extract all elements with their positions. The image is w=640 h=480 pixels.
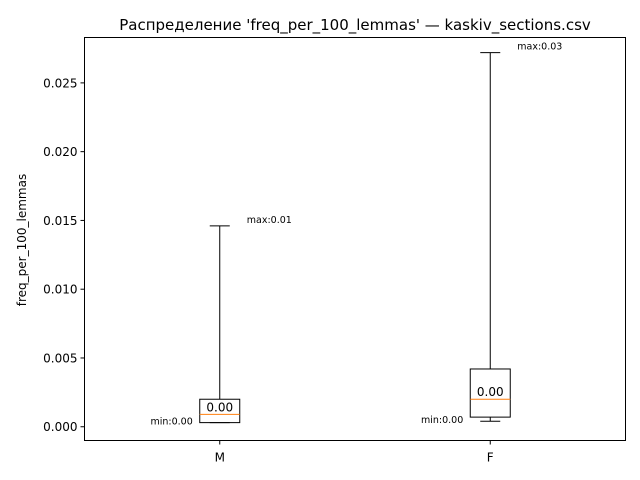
max-annotation: max:0.01 xyxy=(247,215,292,226)
min-annotation: min:0.00 xyxy=(421,415,463,426)
box-m: max:0.01 min:0.00 0.00 xyxy=(150,215,291,428)
y-axis: 0.000 0.005 0.010 0.015 0.020 0.025 xyxy=(43,76,85,434)
median-annotation: 0.00 xyxy=(477,385,504,399)
plot-area: max:0.01 min:0.00 0.00 max:0.03 min:0.00 0.00 xyxy=(150,42,562,428)
y-tick-label: 0.020 xyxy=(43,145,77,159)
box-f: max:0.03 min:0.00 0.00 xyxy=(421,42,562,427)
median-annotation: 0.00 xyxy=(206,400,233,414)
min-annotation: min:0.00 xyxy=(150,417,192,428)
iqr-box xyxy=(199,398,241,424)
y-axis-label: freq_per_100_lemmas xyxy=(15,174,29,306)
y-tick-label: 0.025 xyxy=(43,76,77,90)
plot-frame xyxy=(84,37,626,441)
chart-title: Распределение 'freq_per_100_lemmas' — ka… xyxy=(119,16,591,35)
y-tick-label: 0.010 xyxy=(43,283,77,297)
x-tick-label: M xyxy=(215,451,225,465)
y-tick-label: 0.000 xyxy=(43,420,77,434)
max-annotation: max:0.03 xyxy=(517,42,562,53)
x-tick-label: F xyxy=(487,451,494,465)
y-tick-label: 0.005 xyxy=(43,351,77,365)
y-tick-label: 0.015 xyxy=(43,214,77,228)
iqr-box xyxy=(469,368,511,418)
